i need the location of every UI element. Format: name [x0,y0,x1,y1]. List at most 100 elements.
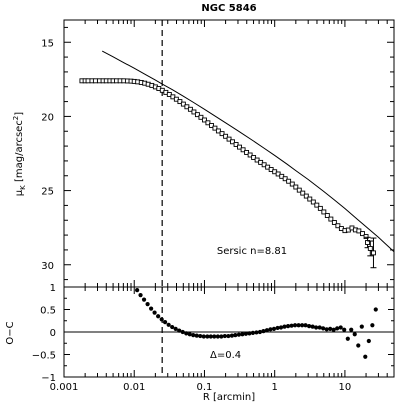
profile-point [187,106,193,112]
y-tick-label: 30 [41,261,54,272]
x-tick-label: 0.01 [123,382,145,393]
profile-point [92,78,98,84]
x-tick-label: 1 [271,382,277,393]
residual-point [282,324,287,329]
residual-point [331,327,336,332]
x-tick-label: 10 [339,382,352,393]
residual-point [162,320,168,325]
profile-point [251,155,257,160]
residual-point [271,326,277,331]
residual-point [166,322,171,327]
profile-point [286,178,292,184]
residual-point [156,314,161,319]
profile-point [180,101,186,107]
sersic-fit-line [101,50,395,253]
residual-point [261,329,266,334]
residual-point [300,323,305,328]
residual-point [159,317,164,322]
profile-point [191,109,197,115]
sersic-annotation: Sersic n=8.81 [217,246,287,257]
profile-point [300,190,306,196]
residual-point [363,354,368,359]
y-tick-label: 0 [50,328,56,339]
residual-point [243,331,248,336]
y-axis-label-residual: O−C [5,321,16,344]
residual-point [198,333,203,339]
y-label-close: ] [14,112,25,116]
profile-point [356,228,362,234]
y-tick-label: −1 [41,373,56,384]
y-tick-label: 20 [41,112,54,123]
residual-point [278,325,284,330]
profile-point [184,104,190,110]
residual-point [226,333,231,339]
profile-point [317,205,323,211]
residual-point [240,332,245,337]
residual-point [275,325,280,331]
profile-point [282,176,288,182]
profile-point [244,150,250,155]
y-label-sub: K [19,185,27,190]
residual-point [212,334,217,339]
residual-point [201,334,206,339]
profile-point [219,131,225,137]
profile-point [363,234,369,240]
residual-point [187,332,192,337]
residual-point [289,323,294,328]
residual-point [194,333,199,338]
y-label-mu: μ [14,189,25,196]
profile-point [307,196,313,202]
residual-point [152,310,157,315]
residual-point [191,333,196,338]
chart-title: NGC 5846 [201,3,256,14]
y-label-sup: 2 [12,116,20,120]
profile-point [177,99,183,105]
profile-point [205,120,211,126]
profile-point [360,231,365,237]
residual-point [173,326,178,331]
residual-point [314,325,319,330]
residual-point [177,328,182,333]
profile-point [331,220,337,225]
residual-point [352,332,357,337]
residual-point [264,328,270,333]
residual-point [138,293,143,298]
profile-point [247,152,253,158]
profile-point [310,199,316,205]
residual-point [149,306,154,311]
residual-point [205,334,210,339]
profile-point [324,213,330,218]
delta-annotation: Δ=0.4 [210,350,241,361]
residual-point [356,343,361,348]
residual-point [208,334,213,339]
profile-point [314,202,320,208]
residual-point [370,323,375,328]
residual-panel: 0.001 0.01 0.1 1 10 −1 −0.5 0 0.5 1 [32,283,395,393]
profile-point [194,112,200,118]
residual-point [145,302,150,307]
profile-point [296,187,302,193]
profile-panel: 15 20 25 30 [41,19,395,288]
y-tick-label: −0.5 [32,351,56,362]
residual-point [257,329,263,335]
residual-point [250,330,256,335]
residual-point [296,323,301,328]
residual-point [359,324,364,329]
profile-point [328,216,334,222]
profile-point [321,209,327,215]
error-point [371,250,376,256]
residual-point [328,326,333,331]
profile-point [209,123,214,128]
y-label-unit: [mag/arcsec [14,120,25,185]
x-axis-label: R [arcmin] [203,392,255,403]
residual-point [135,288,140,293]
profile-point [240,147,246,153]
profile-point [237,144,242,150]
residual-point [180,329,185,335]
profile-point [223,133,229,139]
residual-point [349,327,354,332]
residual-point [324,327,329,332]
error-point [365,240,370,245]
residual-point [310,324,315,329]
residual-point [338,325,343,330]
